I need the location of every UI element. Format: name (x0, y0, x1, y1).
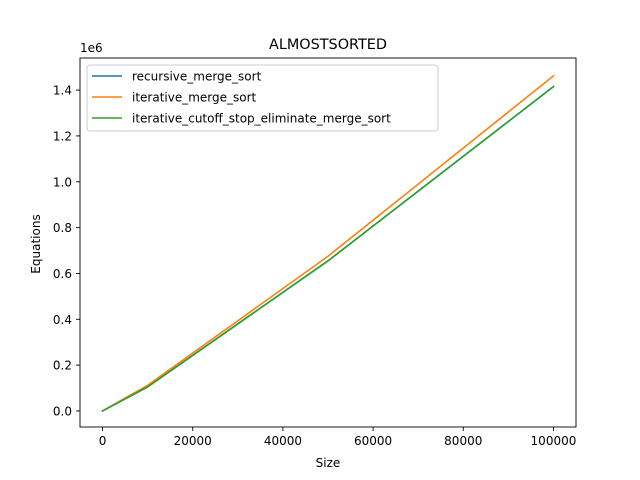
chart-title: ALMOSTSORTED (269, 37, 387, 53)
plot-area: 0 20000 40000 60000 80000 100000 0.0 0.2 0.4 0.6 0… (53, 57, 577, 448)
y-tick-label: 0.4 (53, 313, 72, 327)
x-tick-label: 40000 (264, 434, 302, 448)
y-tick-label: 0.6 (53, 267, 72, 281)
x-tick-label: 0 (99, 434, 107, 448)
y-axis-label: Equations (29, 214, 43, 273)
y-tick-label: 1.2 (53, 129, 72, 143)
legend: recursive_merge_sort iterative_merge_sort… (86, 64, 439, 132)
legend-label-2: iterative_cutoff_stop_eliminate_merge_so… (132, 112, 391, 126)
x-axis-label: Size (316, 456, 341, 470)
y-tick-label: 0.8 (53, 221, 72, 235)
legend-label-0: recursive_merge_sort (132, 70, 262, 84)
y-tick-label: 0.0 (53, 404, 72, 418)
series-line-0 (101, 85, 555, 413)
y-tick-label: 0.2 (53, 359, 72, 373)
y-tick-label: 1.4 (53, 84, 72, 98)
series-line-2 (101, 85, 555, 413)
x-tick-label: 100000 (531, 434, 577, 448)
legend-label-1: iterative_merge_sort (132, 91, 257, 105)
legend-box (86, 64, 439, 132)
x-tick-label: 80000 (444, 434, 482, 448)
y-tick-label: 1.0 (53, 175, 72, 189)
axes-frame (79, 57, 577, 428)
x-tick-label: 20000 (174, 434, 212, 448)
x-tick-label: 60000 (354, 434, 392, 448)
y-offset-label: 1e6 (80, 41, 103, 55)
